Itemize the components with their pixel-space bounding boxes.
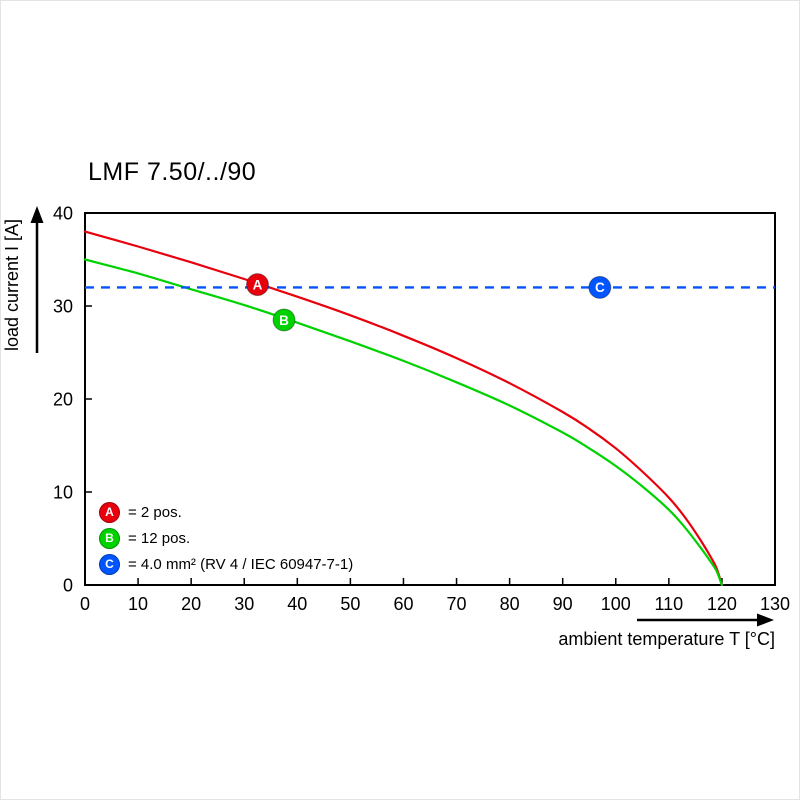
svg-text:30: 30: [53, 297, 73, 317]
svg-text:120: 120: [707, 594, 737, 614]
svg-text:130: 130: [760, 594, 790, 614]
svg-text:40: 40: [53, 204, 73, 224]
legend-marker-a-icon: A: [99, 501, 120, 523]
svg-text:60: 60: [393, 594, 413, 614]
legend-marker-c-icon: C: [99, 553, 120, 575]
legend-item-a: A = 2 pos.: [99, 501, 353, 523]
svg-text:10: 10: [128, 594, 148, 614]
legend-item-c: C = 4.0 mm² (RV 4 / IEC 60947-7-1): [99, 553, 353, 575]
svg-text:70: 70: [447, 594, 467, 614]
svg-text:10: 10: [53, 483, 73, 503]
y-axis-arrow: [30, 206, 44, 353]
svg-text:0: 0: [63, 576, 73, 596]
svg-text:0: 0: [80, 594, 90, 614]
x-axis-arrow: [637, 613, 774, 627]
svg-text:40: 40: [287, 594, 307, 614]
legend-label-b: = 12 pos.: [128, 529, 191, 547]
legend-item-b: B = 12 pos.: [99, 527, 353, 549]
x-axis-label: ambient temperature T [°C]: [558, 629, 775, 649]
svg-text:100: 100: [601, 594, 631, 614]
svg-text:90: 90: [553, 594, 573, 614]
chart-legend: A = 2 pos. B = 12 pos. C = 4.0 mm² (RV 4…: [99, 501, 353, 575]
legend-label-c: = 4.0 mm² (RV 4 / IEC 60947-7-1): [128, 555, 354, 573]
svg-text:30: 30: [234, 594, 254, 614]
svg-text:110: 110: [654, 594, 683, 614]
svg-text:A: A: [253, 277, 263, 292]
svg-text:C: C: [595, 280, 605, 295]
svg-text:50: 50: [340, 594, 360, 614]
svg-text:20: 20: [181, 594, 201, 614]
svg-text:B: B: [279, 313, 289, 328]
chart-title: LMF 7.50/../90: [88, 158, 257, 186]
y-axis-label: load current I [A]: [2, 218, 22, 352]
svg-text:80: 80: [500, 594, 520, 614]
svg-text:20: 20: [53, 390, 73, 410]
chart-plot-area: 0 10 20 30 40 50 60 70 80 90 100 110 120 130 0 10 20 30 40…: [53, 204, 790, 615]
legend-marker-b-icon: B: [99, 527, 120, 549]
legend-label-a: = 2 pos.: [128, 503, 182, 521]
